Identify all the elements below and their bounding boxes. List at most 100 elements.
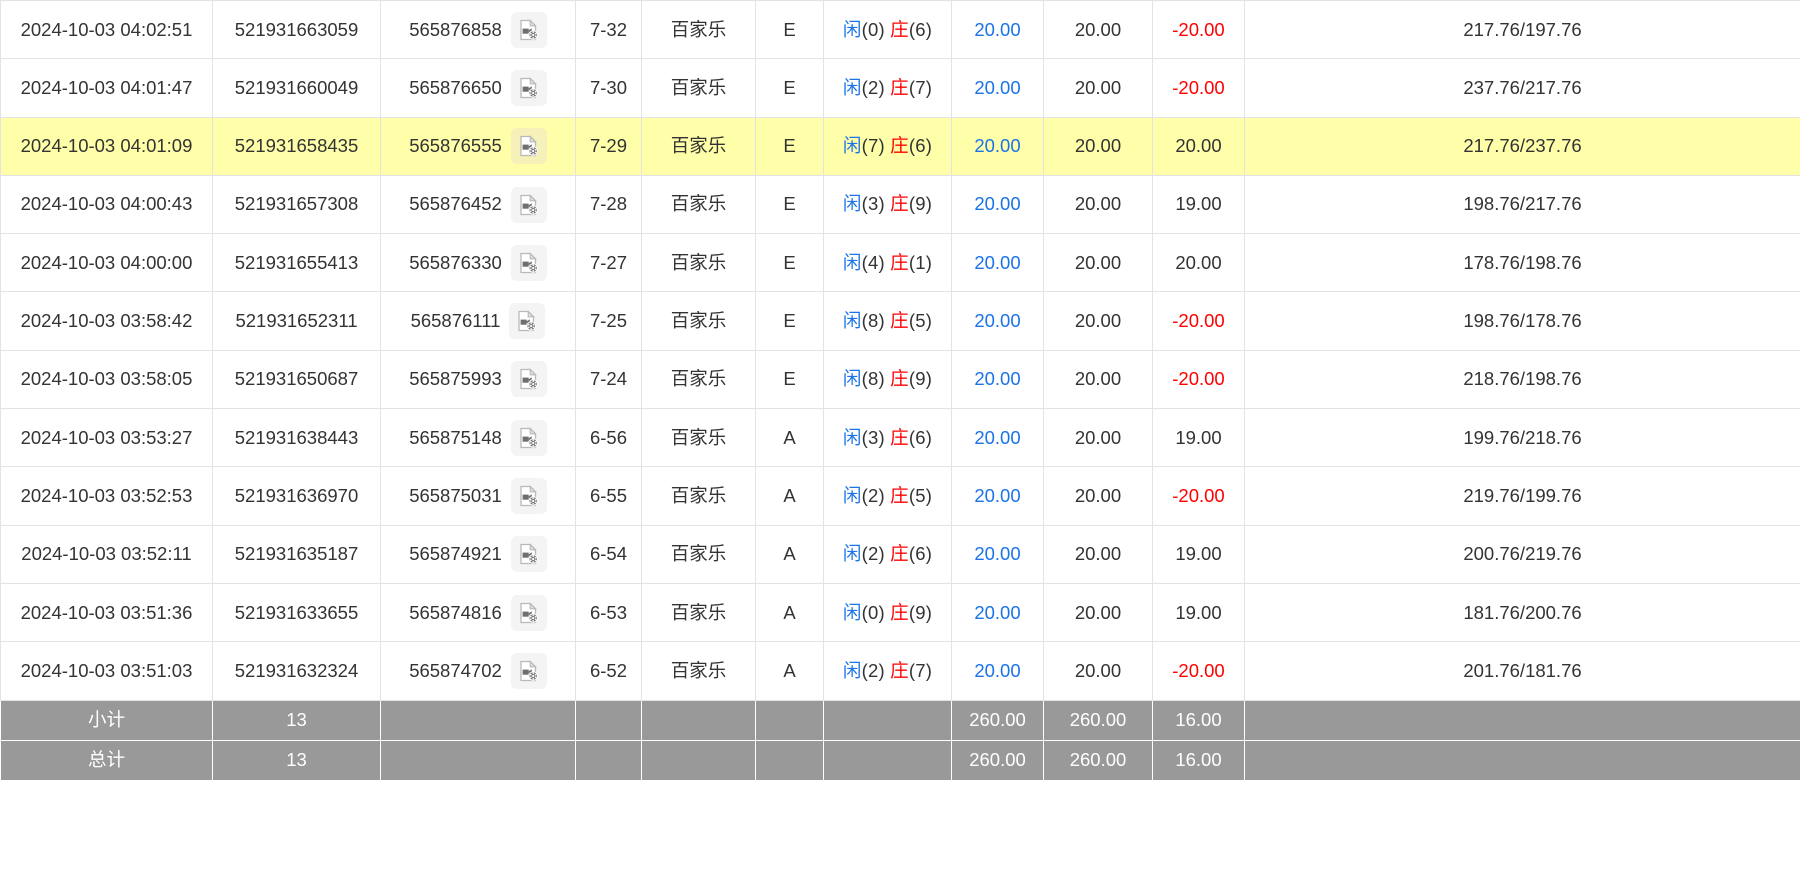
banker-points: (9) (908, 368, 933, 390)
video-file-icon[interactable] (509, 303, 546, 340)
video-file-icon[interactable] (510, 186, 547, 223)
bet-time-cell: 2024-10-03 03:51:03 (0, 641, 213, 701)
video-file-icon[interactable] (510, 69, 547, 106)
round-id-text: 565876111 (410, 310, 501, 332)
video-file-icon[interactable] (510, 244, 547, 281)
player-points: (0) (861, 601, 885, 623)
table-row[interactable]: 2024-10-03 03:52:53 521931636970 565875031… (0, 466, 1800, 526)
table-row[interactable]: 2024-10-03 03:51:36 521931633655 565874816… (0, 582, 1800, 643)
player-points: (0) (861, 18, 885, 40)
player-points: (2) (861, 76, 885, 98)
game-name-cell: 百家乐 (641, 58, 756, 118)
video-file-icon[interactable] (510, 128, 547, 165)
game-name-cell: 百家乐 (641, 174, 756, 235)
player-label: 闲 (842, 251, 862, 273)
valid-bet-cell: 20.00 (1043, 174, 1153, 235)
game-name-cell: 百家乐 (641, 582, 756, 643)
game-name-cell: 百家乐 (641, 0, 756, 60)
bet-time-cell: 2024-10-03 03:52:53 (0, 466, 213, 526)
player-label: 闲 (842, 310, 862, 332)
table-row[interactable]: 2024-10-03 03:51:03 521931632324 565874702… (0, 641, 1800, 701)
shoe-round-cell: 6-52 (575, 641, 642, 701)
bet-id-cell: 521931633655 (212, 582, 381, 643)
player-points: (3) (861, 193, 885, 215)
table-code-cell: A (755, 641, 824, 701)
payout-cell: 19.00 (1152, 408, 1245, 468)
valid-bet-cell: 20.00 (1043, 116, 1153, 176)
valid-bet-cell: 20.00 (1043, 582, 1153, 643)
table-code-cell: A (755, 524, 824, 584)
table-row[interactable]: 2024-10-03 03:58:05 521931650687 565875993… (0, 349, 1800, 410)
banker-label: 庄 (890, 135, 909, 157)
table-row[interactable]: 2024-10-03 03:53:27 521931638443 565875148… (0, 408, 1800, 468)
table-row[interactable]: 2024-10-03 03:58:42 521931652311 565876111… (0, 291, 1800, 351)
table-code-cell: E (755, 174, 824, 235)
payout-cell: 19.00 (1152, 174, 1245, 235)
banker-label: 庄 (890, 368, 909, 390)
footer-empty-round (380, 739, 576, 781)
bet-id-cell: 521931660049 (212, 58, 381, 118)
banker-label: 庄 (890, 310, 909, 332)
bet-detail-cell: 闲(2) 庄(5) (823, 466, 952, 526)
shoe-round-cell: 6-56 (575, 408, 642, 468)
video-file-icon[interactable] (510, 478, 547, 515)
table-code-cell: A (755, 466, 824, 526)
balance-cell: 237.76/217.76 (1244, 58, 1800, 118)
footer-payout: 16.00 (1152, 699, 1245, 741)
balance-cell: 201.76/181.76 (1244, 641, 1800, 701)
bet-id-cell: 521931632324 (212, 641, 381, 701)
bet-amount-cell: 20.00 (951, 349, 1044, 410)
bet-time-cell: 2024-10-03 03:52:11 (0, 524, 213, 584)
payout-cell: -20.00 (1152, 466, 1245, 526)
shoe-round-cell: 7-30 (575, 58, 642, 118)
footer-bet-amount: 260.00 (951, 739, 1044, 781)
table-row[interactable]: 2024-10-03 04:00:43 521931657308 565876452… (0, 174, 1800, 235)
footer-empty-balance (1244, 699, 1800, 741)
bet-detail-cell: 闲(7) 庄(6) (823, 116, 952, 176)
bet-time-cell: 2024-10-03 04:01:47 (0, 58, 213, 118)
video-file-icon[interactable] (510, 361, 547, 398)
video-file-icon[interactable] (510, 536, 547, 573)
video-file-icon[interactable] (510, 11, 547, 48)
banker-label: 庄 (890, 543, 909, 565)
valid-bet-cell: 20.00 (1043, 58, 1153, 118)
balance-cell: 219.76/199.76 (1244, 466, 1800, 526)
table-row[interactable]: 2024-10-03 04:00:00 521931655413 565876330… (0, 233, 1800, 293)
balance-cell: 181.76/200.76 (1244, 582, 1800, 643)
table-row[interactable]: 2024-10-03 04:01:09 521931658435 565876555… (0, 116, 1800, 176)
valid-bet-cell: 20.00 (1043, 349, 1153, 410)
bet-time-cell: 2024-10-03 03:58:42 (0, 291, 213, 351)
valid-bet-cell: 20.00 (1043, 641, 1153, 701)
round-id-text: 565874816 (409, 601, 502, 623)
balance-cell: 217.76/197.76 (1244, 0, 1800, 60)
round-id-text: 565875993 (409, 368, 502, 390)
bet-amount-cell: 20.00 (951, 291, 1044, 351)
banker-label: 庄 (890, 426, 909, 448)
round-id-text: 565876555 (409, 135, 502, 157)
table-row[interactable]: 2024-10-03 04:02:51 521931663059 565876858… (0, 0, 1800, 60)
payout-cell: 20.00 (1152, 233, 1245, 293)
bet-detail-cell: 闲(0) 庄(9) (823, 582, 952, 643)
video-file-icon[interactable] (510, 652, 547, 689)
player-points: (7) (861, 135, 885, 157)
round-id-text: 565874702 (409, 659, 502, 681)
table-row[interactable]: 2024-10-03 04:01:47 521931660049 565876650… (0, 58, 1800, 118)
game-name-cell: 百家乐 (641, 524, 756, 584)
table-code-cell: A (755, 582, 824, 643)
bet-time-cell: 2024-10-03 04:02:51 (0, 0, 213, 60)
bet-id-cell: 521931638443 (212, 408, 381, 468)
footer-label: 小计 (0, 699, 213, 741)
banker-points: (9) (908, 193, 933, 215)
payout-cell: -20.00 (1152, 0, 1245, 60)
table-row[interactable]: 2024-10-03 03:52:11 521931635187 565874921… (0, 524, 1800, 584)
banker-label: 庄 (890, 484, 909, 506)
bet-id-cell: 521931635187 (212, 524, 381, 584)
table-code-cell: E (755, 233, 824, 293)
bet-detail-cell: 闲(4) 庄(1) (823, 233, 952, 293)
video-file-icon[interactable] (510, 419, 547, 456)
bet-id-cell: 521931650687 (212, 349, 381, 410)
round-id-cell: 565875031 (380, 466, 576, 526)
video-file-icon[interactable] (510, 594, 547, 631)
round-id-text: 565876858 (409, 18, 502, 40)
